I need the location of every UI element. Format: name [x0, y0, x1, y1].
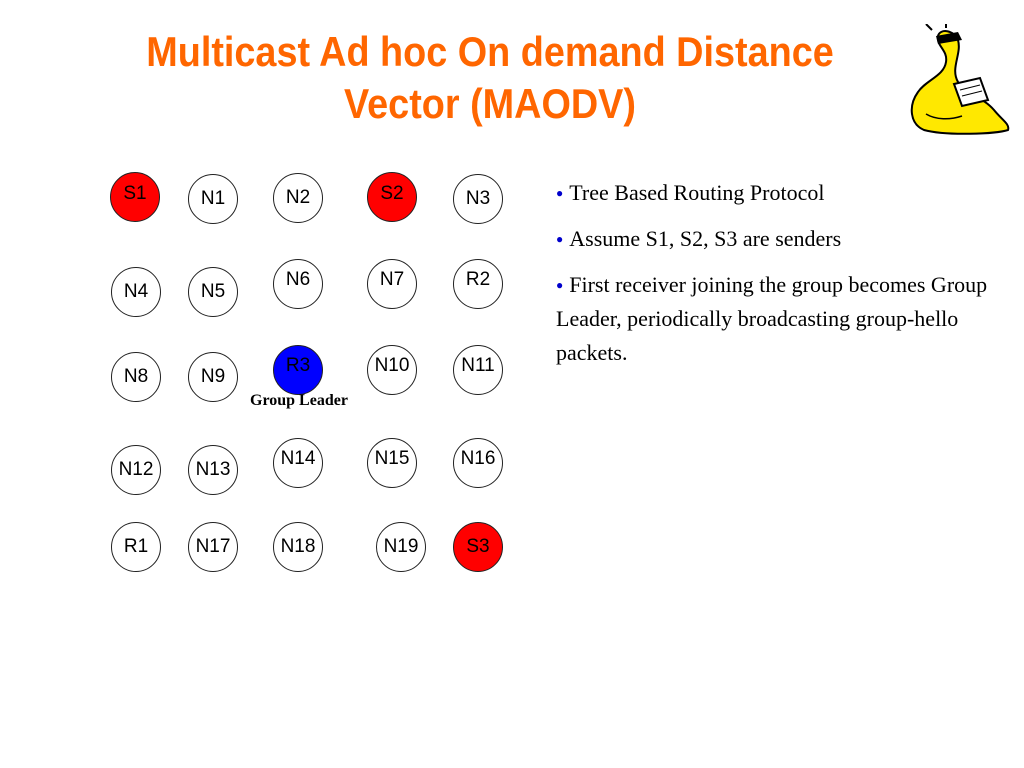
network-node: N8	[111, 352, 161, 402]
node-label: N6	[285, 269, 311, 290]
node-label: R1	[123, 536, 149, 557]
node-label: N1	[200, 188, 226, 209]
network-node: N5	[188, 267, 238, 317]
node-label: S3	[466, 536, 490, 557]
network-node: N7	[367, 259, 417, 309]
network-node: N11	[453, 345, 503, 395]
node-label: S2	[380, 183, 404, 204]
network-node: N17	[188, 522, 238, 572]
node-label: N18	[280, 536, 316, 557]
node-label: N19	[383, 536, 419, 557]
bullet-dot-icon: ●	[556, 278, 564, 292]
network-node: N4	[111, 267, 161, 317]
network-node: N19	[376, 522, 426, 572]
node-label: N10	[374, 355, 410, 376]
slide-title: Multicast Ad hoc On demand Distance Vect…	[146, 28, 834, 127]
network-node: N1	[188, 174, 238, 224]
network-node: S1	[110, 172, 160, 222]
group-leader-caption: Group Leader	[250, 392, 348, 409]
network-node: S3	[453, 522, 503, 572]
node-label: N15	[374, 448, 410, 469]
network-node: N12	[111, 445, 161, 495]
network-node: R3	[273, 345, 323, 395]
node-label: N17	[195, 536, 231, 557]
bullet-item: ● First receiver joining the group become…	[556, 268, 996, 370]
node-label: N8	[123, 366, 149, 387]
network-node: N13	[188, 445, 238, 495]
network-node: N18	[273, 522, 323, 572]
bullet-text: First receiver joining the group becomes…	[556, 272, 988, 365]
node-label: S1	[123, 183, 147, 204]
network-node: N2	[273, 173, 323, 223]
network-node: R1	[111, 522, 161, 572]
node-label: N7	[379, 269, 405, 290]
bullet-list: ● Tree Based Routing Protocol ● Assume S1,…	[556, 176, 996, 382]
bullet-item: ● Assume S1, S2, S3 are senders	[556, 222, 996, 256]
node-label: N11	[461, 355, 495, 376]
node-label: N12	[118, 459, 154, 480]
network-node: S2	[367, 172, 417, 222]
network-node: R2	[453, 259, 503, 309]
bullet-text: Assume S1, S2, S3 are senders	[569, 226, 842, 251]
bullet-text: Tree Based Routing Protocol	[569, 180, 825, 205]
node-label: N4	[123, 281, 149, 302]
node-label: N16	[460, 448, 496, 469]
bullet-dot-icon: ●	[556, 232, 564, 246]
node-label: N14	[280, 448, 316, 469]
node-label: N2	[285, 187, 311, 208]
network-node: N6	[273, 259, 323, 309]
bullet-item: ● Tree Based Routing Protocol	[556, 176, 996, 210]
network-node: N3	[453, 174, 503, 224]
node-label: N13	[195, 459, 231, 480]
node-label: R2	[465, 269, 491, 290]
node-label: N3	[465, 188, 491, 209]
node-label: N9	[200, 366, 226, 387]
slug-mascot-logo	[910, 24, 1010, 135]
network-node: N14	[273, 438, 323, 488]
node-label: R3	[285, 355, 311, 376]
node-label: N5	[200, 281, 226, 302]
bullet-dot-icon: ●	[556, 186, 564, 200]
network-node: N10	[367, 345, 417, 395]
network-node: N16	[453, 438, 503, 488]
network-node: N15	[367, 438, 417, 488]
network-node: N9	[188, 352, 238, 402]
